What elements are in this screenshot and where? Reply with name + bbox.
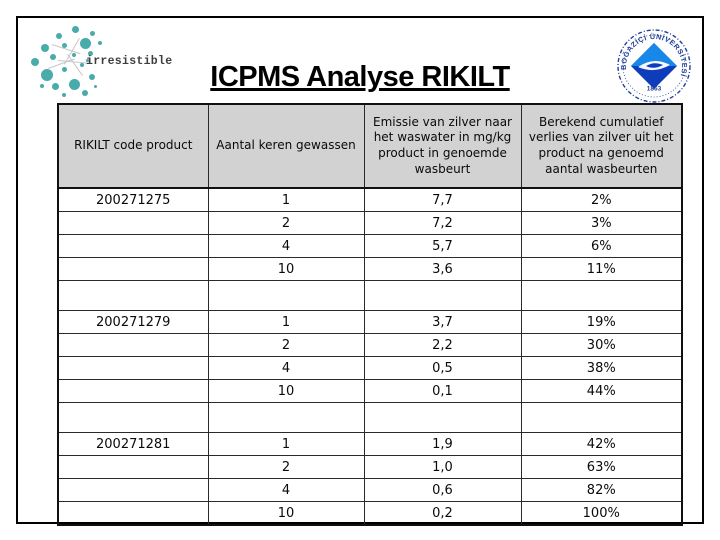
table-cell: 4 [207, 356, 365, 380]
table-cell: 6% [520, 234, 683, 258]
table-row: 2 1,0 63% [57, 455, 683, 479]
table-cell [57, 234, 209, 258]
table-cell: 44% [520, 379, 683, 403]
table-cell: 10 [207, 501, 365, 526]
table-row: 200271279 1 3,7 19% [57, 310, 683, 334]
table-cell: 2 [207, 455, 365, 479]
header-aantal-keren: Aantal keren gewassen [207, 103, 365, 189]
table-cell: 200271281 [57, 432, 209, 456]
title-wrap: ICPMS Analyse RIKILT [16, 61, 704, 94]
table-cell [57, 333, 209, 357]
table-cell: 42% [520, 432, 683, 456]
table-cell [363, 280, 522, 311]
table-cell [207, 402, 365, 433]
university-seal-icon: BOĞAZİÇİ ÜNİVERSİTESİ 1863 [616, 28, 692, 104]
table-row: 2 2,2 30% [57, 333, 683, 357]
table-cell: 4 [207, 478, 365, 502]
irresistible-logo: irresistible [28, 24, 178, 102]
table-row: 200271281 1 1,9 42% [57, 432, 683, 456]
table-row: 4 0,6 82% [57, 478, 683, 502]
table-header-row: RIKILT code product Aantal keren gewasse… [57, 103, 683, 189]
table-cell [57, 478, 209, 502]
table-cell: 100% [520, 501, 683, 526]
table-cell: 4 [207, 234, 365, 258]
table-cell [57, 379, 209, 403]
table-row: 10 0,1 44% [57, 379, 683, 403]
table-cell: 1 [207, 310, 365, 334]
table-cell: 10 [207, 379, 365, 403]
table-cell: 3,7 [363, 310, 522, 334]
table-body: 200271275 1 7,7 2% 2 7,2 3% 4 5,7 6% 10 3,6 11% 20027… [57, 187, 683, 526]
table-cell: 0,2 [363, 501, 522, 526]
seal-year: 1863 [647, 86, 662, 93]
header-rikilt-code: RIKILT code product [57, 103, 209, 189]
table-cell: 10 [207, 257, 365, 281]
table-row: 4 5,7 6% [57, 234, 683, 258]
table-cell [57, 211, 209, 235]
spacer-row [57, 280, 683, 311]
header-emissie: Emissie van zilver naar het waswater in … [363, 103, 522, 189]
header-berekend: Berekend cumulatief verlies van zilver u… [520, 103, 683, 189]
table-cell [57, 455, 209, 479]
table-cell: 2 [207, 333, 365, 357]
table-cell: 30% [520, 333, 683, 357]
table-cell [57, 501, 209, 526]
table-cell [57, 280, 209, 311]
table-row: 2 7,2 3% [57, 211, 683, 235]
table-cell: 19% [520, 310, 683, 334]
table-cell [57, 257, 209, 281]
table-cell [57, 402, 209, 433]
table-cell [520, 280, 683, 311]
table-cell: 11% [520, 257, 683, 281]
table-row: 10 0,2 100% [57, 501, 683, 526]
icpms-table: RIKILT code product Aantal keren gewasse… [57, 103, 683, 526]
irresistible-logo-text: irresistible [86, 55, 173, 68]
table-cell: 1 [207, 187, 365, 212]
page-title: ICPMS Analyse RIKILT [210, 61, 510, 93]
table-cell [363, 402, 522, 433]
table-cell: 2 [207, 211, 365, 235]
table-cell: 0,1 [363, 379, 522, 403]
table-cell: 63% [520, 455, 683, 479]
table-cell: 3,6 [363, 257, 522, 281]
table-cell: 7,7 [363, 187, 522, 212]
table-row: 4 0,5 38% [57, 356, 683, 380]
table-cell [520, 402, 683, 433]
table-cell: 200271279 [57, 310, 209, 334]
table-cell [57, 356, 209, 380]
table-cell: 5,7 [363, 234, 522, 258]
table-cell: 0,5 [363, 356, 522, 380]
table-cell: 1,9 [363, 432, 522, 456]
table-cell: 38% [520, 356, 683, 380]
table-cell: 2,2 [363, 333, 522, 357]
table-row: 200271275 1 7,7 2% [57, 187, 683, 212]
table-cell: 200271275 [57, 187, 209, 212]
table-cell: 0,6 [363, 478, 522, 502]
table-cell: 1 [207, 432, 365, 456]
table-cell: 1,0 [363, 455, 522, 479]
table-cell: 82% [520, 478, 683, 502]
table-cell: 2% [520, 187, 683, 212]
table-cell: 3% [520, 211, 683, 235]
table-cell [207, 280, 365, 311]
spacer-row [57, 402, 683, 433]
table-row: 10 3,6 11% [57, 257, 683, 281]
table-cell: 7,2 [363, 211, 522, 235]
